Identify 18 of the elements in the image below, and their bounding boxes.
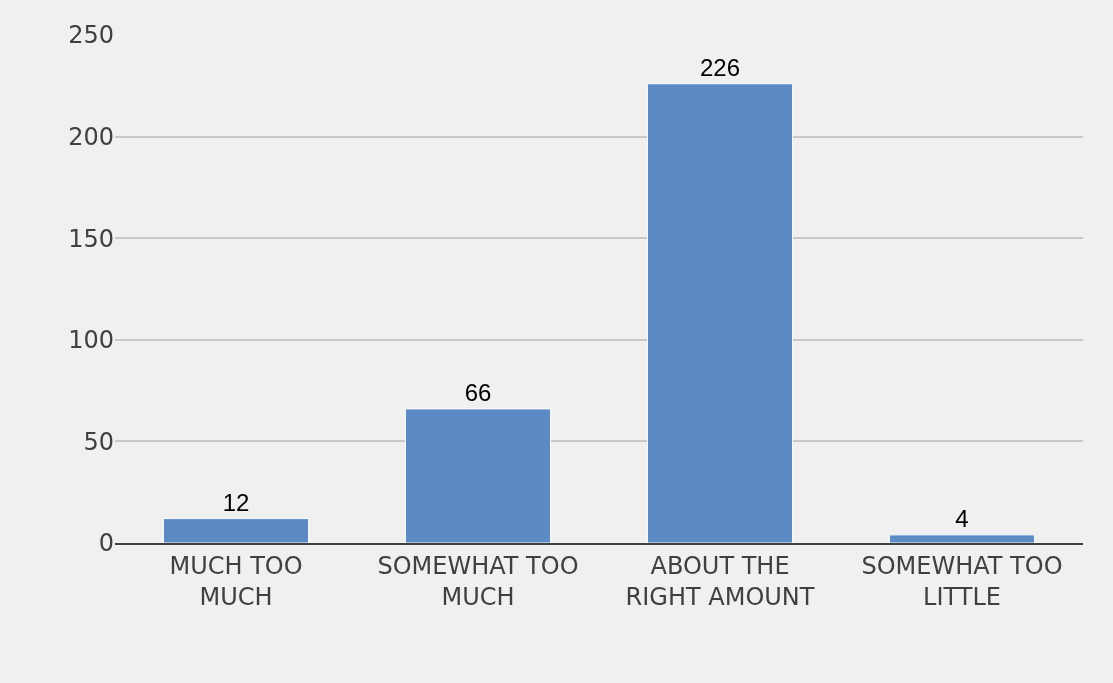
y-tick-label: 250	[68, 21, 114, 50]
x-tick-label: SOMEWHAT TOO MUCH	[377, 551, 579, 611]
y-tick-label: 200	[68, 123, 114, 151]
data-label: 4	[955, 504, 969, 532]
data-label: 66	[464, 378, 492, 406]
data-label: 12	[222, 488, 250, 516]
bar	[888, 534, 1036, 543]
data-label: 226	[699, 53, 741, 81]
y-tick-label: 100	[68, 326, 114, 355]
x-tick-label: MUCH TOO MUCH	[169, 551, 303, 611]
bar	[162, 518, 310, 543]
y-tick-label: 150	[68, 224, 114, 253]
y-tick-label: 0	[98, 529, 114, 558]
bar	[646, 83, 794, 543]
x-tick-label: SOMEWHAT TOO LITTLE	[861, 551, 1063, 611]
bar	[404, 408, 552, 543]
x-tick-label: ABOUT THE RIGHT AMOUNT	[625, 551, 815, 611]
y-tick-label: 50	[83, 427, 114, 456]
